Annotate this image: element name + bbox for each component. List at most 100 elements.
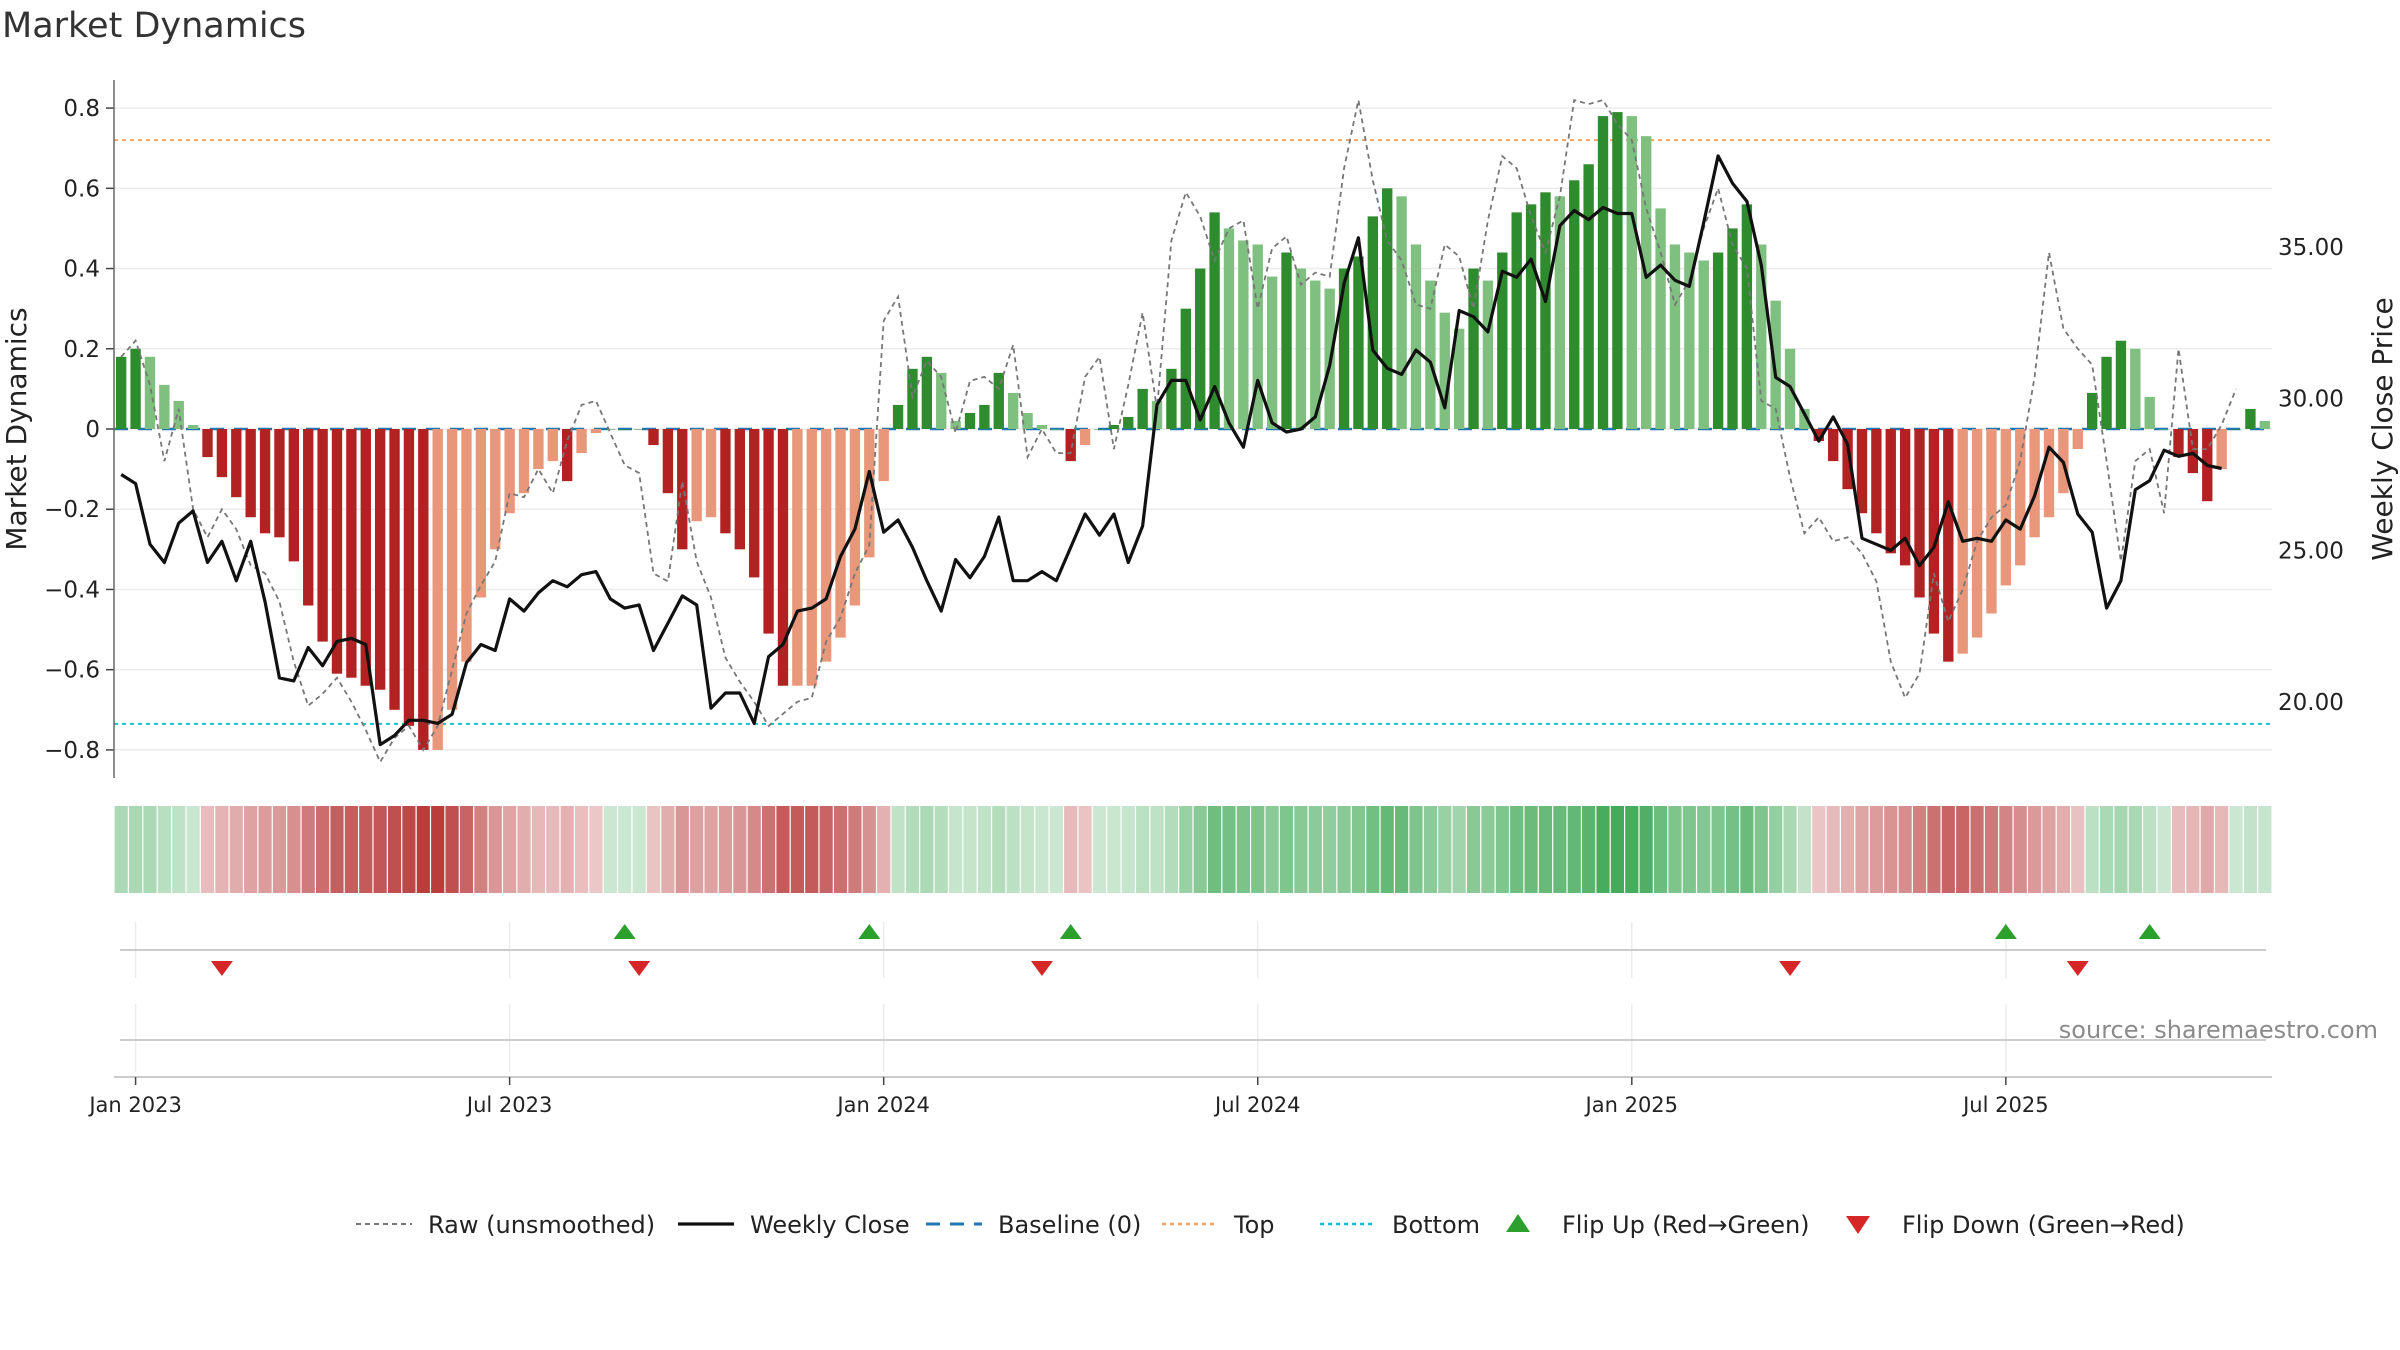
market-dynamics-bar (806, 429, 817, 686)
market-dynamics-bar (1971, 429, 1983, 638)
legend-label: Raw (unsmoothed) (428, 1211, 655, 1239)
market-dynamics-bar (1569, 180, 1580, 429)
market-dynamics-bar (360, 429, 371, 686)
market-dynamics-bar (2043, 429, 2055, 518)
market-dynamics-bar (461, 429, 472, 662)
regime-cell (1337, 806, 1351, 893)
regime-cell (1769, 806, 1783, 893)
regime-cell (402, 806, 416, 893)
regime-cell (287, 806, 301, 893)
market-dynamics-bar (2115, 340, 2127, 429)
regime-cell (661, 806, 675, 893)
market-dynamics-bar (1554, 196, 1566, 429)
regime-cell (790, 806, 804, 893)
market-dynamics-bar (245, 429, 256, 518)
regime-cell (1121, 806, 1135, 893)
market-dynamics-bar (1871, 429, 1882, 534)
regime-cell (1884, 806, 1898, 893)
market-dynamics-bar (562, 429, 573, 482)
regime-strip (114, 806, 2272, 893)
regime-cell (1826, 806, 1840, 893)
market-dynamics-bar (1396, 196, 1407, 429)
regime-cell (200, 806, 215, 893)
market-dynamics-bar (1238, 240, 1249, 429)
market-dynamics-bar (1094, 429, 1105, 430)
market-dynamics-bar (1439, 312, 1450, 429)
market-dynamics-bar (993, 372, 1004, 429)
market-dynamics-bar (1626, 116, 1637, 429)
market-dynamics-bar (2216, 429, 2227, 470)
market-dynamics-bar (763, 429, 774, 634)
market-dynamics-bar (1367, 216, 1379, 429)
regime-cell (1510, 806, 1524, 893)
market-dynamics-bar (490, 429, 501, 550)
left-tick-label: 0 (85, 417, 100, 443)
x-tick-label: Jul 2025 (1961, 1093, 2048, 1117)
regime-cell (1538, 806, 1553, 893)
regime-cell (560, 806, 574, 893)
regime-cell (589, 806, 603, 893)
regime-cell (1366, 806, 1380, 893)
regime-cell (1855, 806, 1869, 893)
regime-cell (2013, 806, 2027, 893)
regime-cell (704, 806, 718, 893)
regime-cell (690, 806, 704, 893)
market-dynamics-bar (1655, 208, 1666, 429)
regime-cell (517, 806, 531, 893)
market-dynamics-bar (130, 348, 141, 429)
regime-cell (1279, 806, 1294, 893)
regime-cell (2229, 806, 2243, 893)
regime-cell (503, 806, 517, 893)
regime-cell (1754, 806, 1768, 893)
market-dynamics-bar (1468, 268, 1479, 429)
market-dynamics-bar (835, 429, 846, 638)
flip-down-marker (628, 961, 651, 976)
market-dynamics-bar (1166, 368, 1177, 429)
right-tick-label: 20.00 (2278, 690, 2344, 716)
regime-cell (1725, 806, 1740, 893)
regime-cell (1438, 806, 1452, 893)
regime-cell (1639, 806, 1653, 893)
regime-cell (2128, 806, 2142, 893)
weekly-close-line (120, 154, 2222, 747)
regime-cell (1912, 806, 1927, 893)
regime-cell (2056, 806, 2070, 893)
flip-down-marker (210, 961, 233, 976)
market-dynamics-bar (2086, 392, 2098, 429)
market-dynamics-bar (116, 356, 127, 429)
regime-cell (157, 806, 171, 893)
market-dynamics-bar (303, 429, 314, 606)
regime-cell (244, 806, 258, 893)
market-dynamics-bar (2029, 429, 2040, 538)
market-dynamics-bar (2072, 429, 2083, 450)
left-tick-label: 0.8 (63, 96, 100, 122)
market-dynamics-bar (1712, 252, 1724, 429)
market-dynamics-bar (2101, 356, 2112, 429)
regime-cell (718, 806, 733, 893)
regime-cell (258, 806, 272, 893)
market-dynamics-bar (1741, 204, 1753, 429)
flip-markers-panel (120, 922, 2266, 978)
market-dynamics-bar (2000, 429, 2012, 586)
market-dynamics-bar (1065, 429, 1076, 462)
regime-cell (1078, 806, 1092, 893)
flip-up-marker (613, 924, 636, 939)
legend-label: Flip Down (Green→Red) (1902, 1211, 2185, 1239)
market-dynamics-bar (374, 429, 386, 690)
regime-cell (762, 806, 776, 893)
regime-cell (1711, 806, 1725, 893)
regime-cell (128, 806, 143, 893)
regime-cell (215, 806, 229, 893)
regime-cell (546, 806, 560, 893)
left-tick-label: 0.2 (63, 337, 100, 363)
regime-cell (574, 806, 589, 893)
regime-cell (920, 806, 934, 893)
regime-cell (1452, 806, 1466, 893)
market-dynamics-bar (1382, 188, 1393, 429)
regime-cell (1308, 806, 1322, 893)
legend-swatch-flip-up (1506, 1214, 1530, 1232)
flip-up-marker (2138, 924, 2161, 939)
market-dynamics-bar (705, 429, 717, 518)
market-dynamics-bar (648, 429, 659, 446)
regime-cell (1682, 806, 1696, 893)
